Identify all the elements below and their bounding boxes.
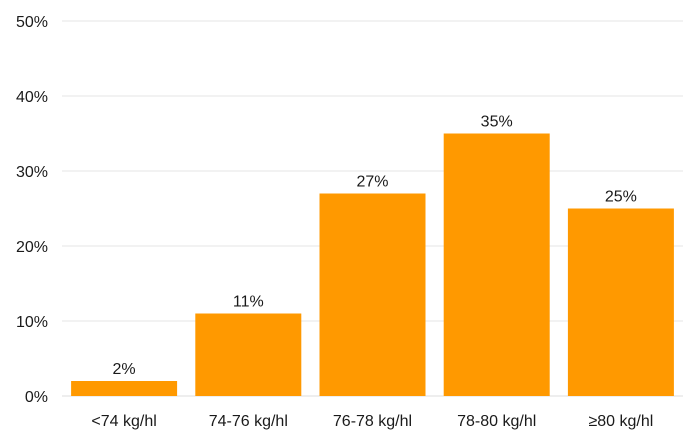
y-tick-label: 50% [16, 14, 48, 31]
bar-1 [195, 313, 302, 396]
y-axis-ticks: 0% 10% 20% 30% 40% 50% [16, 14, 48, 406]
x-category-label-4: ≥80 kg/hl [588, 413, 653, 430]
bars [71, 133, 674, 396]
y-tick-label: 30% [16, 164, 48, 181]
bar-3 [443, 133, 550, 396]
x-category-label-2: 76-78 kg/hl [333, 413, 412, 430]
bar-0 [71, 381, 178, 396]
data-label-1: 11% [233, 294, 264, 311]
x-category-label-1: 74-76 kg/hl [209, 413, 288, 430]
bar-2 [319, 193, 426, 396]
x-axis-categories: <74 kg/hl 74-76 kg/hl 76-78 kg/hl 78-80 kg/… [91, 413, 653, 430]
y-tick-label: 20% [16, 239, 48, 256]
data-labels: 2% 11% 27% 35% 25% [113, 114, 637, 379]
x-category-label-3: 78-80 kg/hl [457, 413, 536, 430]
data-label-3: 35% [481, 114, 513, 131]
data-label-0: 2% [113, 361, 136, 378]
x-category-label-0: <74 kg/hl [91, 413, 156, 430]
data-label-2: 27% [356, 174, 388, 191]
y-tick-label: 40% [16, 89, 48, 106]
y-tick-label: 10% [16, 314, 48, 331]
y-tick-label: 0% [25, 389, 48, 406]
data-label-4: 25% [605, 189, 637, 206]
bar-4 [567, 208, 674, 396]
